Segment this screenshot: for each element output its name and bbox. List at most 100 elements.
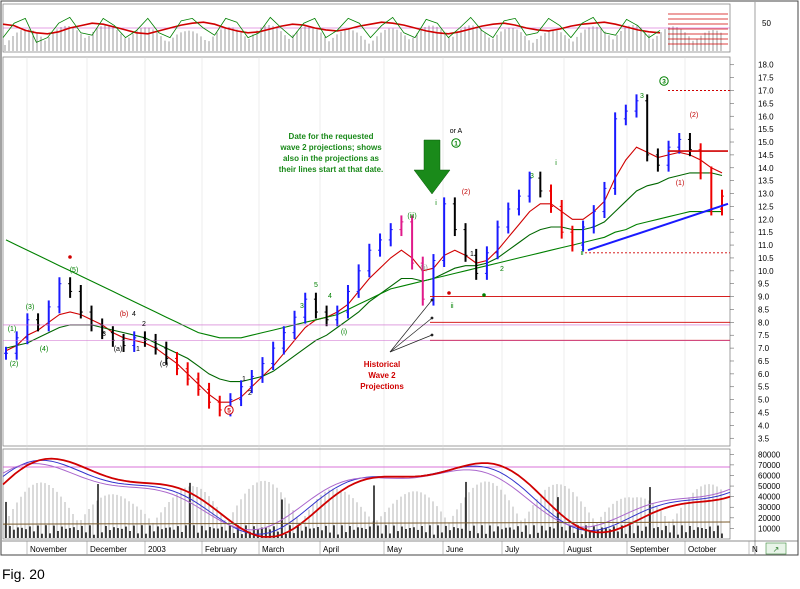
historical-note-line: Wave 2 — [368, 371, 396, 380]
x-tick-label: July — [505, 545, 519, 554]
trendline — [587, 202, 729, 252]
price-frame — [2, 56, 731, 447]
y-tick-label: 16.0 — [758, 112, 774, 121]
osc-series-line — [2, 16, 661, 43]
y-tick-label: 11.5 — [758, 228, 774, 237]
osc-series-line — [2, 21, 661, 35]
y-tick-label: 13.0 — [758, 190, 774, 199]
wave-label: (5) — [70, 267, 79, 274]
wave-label: (2) — [690, 112, 699, 119]
volume-y-tick-label: 10000 — [758, 524, 781, 533]
y-tick-label: 10.5 — [758, 254, 774, 263]
x-tick-label: August — [567, 545, 593, 554]
y-tick-label: 18.0 — [758, 61, 774, 70]
wave-label: (iii) — [407, 213, 416, 220]
wave-dot — [447, 291, 451, 295]
date-note-line: wave 2 projections; shows — [279, 143, 382, 152]
historical-note-line: Projections — [360, 382, 404, 391]
y-tick-label: 8.0 — [758, 318, 770, 327]
volume-y-tick-label: 60000 — [758, 471, 781, 480]
moving-average-line — [5, 146, 723, 403]
date-note-line: also in the projections as — [283, 154, 380, 163]
y-tick-label: 4.0 — [758, 421, 770, 430]
figure-caption: Fig. 20 — [2, 566, 45, 582]
y-tick-label: 5.5 — [758, 383, 770, 392]
volume-frame — [2, 448, 731, 540]
wave-label: 2 — [500, 266, 504, 273]
x-tick-label: October — [688, 545, 717, 554]
wave-label: (2) — [462, 189, 471, 196]
pointer-head — [430, 316, 434, 320]
wave-marker-circle — [451, 138, 461, 148]
wave-dot — [482, 293, 486, 297]
x-tick-label: December — [90, 545, 127, 554]
y-tick-label: 13.5 — [758, 177, 774, 186]
scroll-glyph: ↗ — [773, 545, 780, 554]
osc-y-label: 50 — [762, 19, 771, 28]
x-tick-label: March — [262, 545, 284, 554]
volume-y-tick-label: 20000 — [758, 514, 781, 523]
wave-label: 3 — [640, 93, 644, 100]
wave-label: (ii) — [420, 265, 428, 272]
y-tick-label: 8.5 — [758, 305, 770, 314]
x-tick-label: N — [752, 545, 758, 554]
volume-y-tick-label: 50000 — [758, 482, 781, 491]
y-tick-label: 4.5 — [758, 409, 770, 418]
wave-label: 5 — [314, 282, 318, 289]
wave-label: 3 — [530, 173, 534, 180]
wave-label: (i) — [341, 329, 347, 336]
moving-average-line — [5, 211, 722, 339]
volume-y-tick-label: 70000 — [758, 461, 781, 470]
wave-label: 4 — [328, 293, 332, 300]
scroll-icon — [765, 542, 787, 555]
wave-marker-circle — [224, 405, 234, 415]
wave-dot — [68, 255, 72, 259]
volume-osc-line — [2, 462, 731, 531]
y-tick-label: 6.5 — [758, 357, 770, 366]
y-tick-label: 16.5 — [758, 99, 774, 108]
wave-label: (1) — [676, 180, 685, 187]
oscillator-panel: 50 — [2, 3, 771, 53]
y-tick-label: 10.0 — [758, 267, 774, 276]
pointer-line — [389, 317, 433, 353]
wave-label: 3 — [102, 331, 106, 338]
x-tick-label: 2003 — [148, 545, 166, 554]
wave-label: 2 — [248, 390, 252, 397]
wave-marker-label: 1 — [454, 141, 458, 148]
wave-marker-circle — [659, 76, 669, 86]
x-tick-label: May — [387, 545, 402, 554]
y-tick-label: 6.0 — [758, 370, 770, 379]
y-tick-label: 15.5 — [758, 125, 774, 134]
wave-label: 3 — [300, 303, 304, 310]
volume-moving-average — [2, 521, 731, 525]
wave-label: (b) — [120, 311, 129, 318]
wave-label: (2) — [10, 361, 19, 368]
volume-y-tick-label: 80000 — [758, 450, 781, 459]
pointer-head — [430, 298, 434, 302]
price-panel: 18.017.517.016.516.015.515.014.514.013.5… — [2, 2, 774, 555]
down-arrow-icon — [413, 139, 451, 195]
y-tick-label: 9.5 — [758, 280, 770, 289]
y-tick-label: 7.0 — [758, 344, 770, 353]
wave-label: 1 — [242, 376, 246, 383]
wave-label: (4) — [40, 346, 49, 353]
date-note-line: Date for the requested — [289, 132, 374, 141]
y-tick-label: 15.0 — [758, 138, 774, 147]
wave-marker-label: 3 — [662, 79, 666, 86]
wave-label: 4 — [132, 311, 136, 318]
wave-label: ii — [580, 250, 584, 257]
wave-label: 2 — [142, 321, 146, 328]
wave-label: i — [555, 160, 557, 167]
wave-label: 1 — [136, 346, 140, 353]
y-tick-label: 14.5 — [758, 151, 774, 160]
volume-y-tick-label: 40000 — [758, 493, 781, 502]
y-tick-label: 7.5 — [758, 331, 770, 340]
y-tick-label: 17.5 — [758, 74, 774, 83]
y-tick-label: 12.5 — [758, 202, 774, 211]
y-tick-label: 17.0 — [758, 86, 774, 95]
x-tick-label: November — [30, 545, 67, 554]
wave-marker-label: 5 — [227, 408, 231, 415]
date-note-line: their lines start at that date. — [279, 165, 383, 174]
